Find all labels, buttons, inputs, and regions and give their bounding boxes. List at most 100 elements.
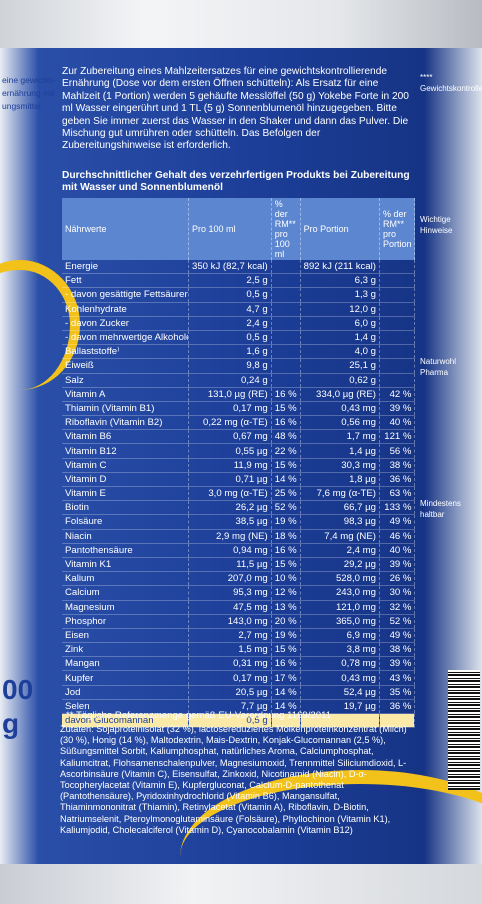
cell-value: 0,17 mg (188, 670, 272, 686)
cell-value: 48 % (271, 429, 301, 445)
cell-value: 63 % (379, 486, 416, 502)
cell-value: 0,5 g (188, 287, 272, 303)
table-row: Calcium 95,3 mg 12 % 243,0 mg 30 % (62, 585, 416, 601)
cell-value: 26,2 µg (188, 500, 272, 516)
table-row: Energie 350 kJ (82,7 kcal) 892 kJ (211 kca… (62, 260, 416, 275)
cell-value: 49 % (379, 514, 416, 530)
cell-name: Eisen (62, 628, 189, 644)
cell-value (379, 287, 416, 303)
cell-value: 15 % (271, 458, 301, 473)
cell-value: 20 % (271, 614, 301, 629)
cell-value: 38,5 µg (188, 514, 272, 530)
cell-value: 15 % (271, 401, 301, 417)
table-row: Salz 0,24 g 0,62 g (62, 373, 416, 388)
cell-value: 2,5 g (188, 273, 272, 289)
cell-value: 4,7 g (188, 302, 272, 317)
cell-value: 16 % (271, 415, 301, 431)
cell-value: 3,8 mg (300, 642, 380, 658)
cell-name: Kupfer (62, 670, 189, 686)
cell-name: Zink (62, 642, 189, 658)
cell-value: 1,4 µg (300, 443, 380, 459)
cell-value: 98,3 µg (300, 514, 380, 530)
cell-value: 0,62 g (300, 373, 380, 388)
cell-value: 38 % (379, 458, 416, 473)
table-row: Ballaststoffe⁾ 1,6 g 4,0 g (62, 344, 416, 360)
cell-value: 42 % (379, 387, 416, 402)
preparation-text: Zur Zubereitung eines Mahlzeitersatzes f… (62, 66, 409, 152)
cell-value: 0,43 mg (300, 401, 380, 417)
cell-value (271, 330, 301, 346)
cell-value: 4,0 g (300, 344, 380, 360)
cell-name: Fett (62, 273, 189, 289)
cell-value: 15 % (271, 642, 301, 658)
cell-value (379, 273, 416, 289)
cell-value: 19 % (271, 628, 301, 644)
cell-name: Riboflavin (Vitamin B2) (62, 415, 189, 431)
cell-value: 121 % (379, 429, 416, 445)
cell-name: Vitamin B12 (62, 443, 189, 459)
cell-name: Ballaststoffe⁾ (62, 344, 189, 360)
cell-value: 350 kJ (82,7 kcal) (188, 260, 272, 275)
cell-name: Biotin (62, 500, 189, 516)
cell-value: 2,7 mg (188, 628, 272, 644)
cell-value: 528,0 mg (300, 571, 380, 587)
cell-name: Salz (62, 373, 189, 388)
cell-value: 6,0 g (300, 316, 380, 331)
cell-value: 12 % (271, 585, 301, 601)
cell-value: 47,5 mg (188, 600, 272, 615)
cell-value: 16 % (271, 387, 301, 402)
cell-value: 16 % (271, 656, 301, 672)
nutrition-table: Nährwerte Pro 100 ml% der RM** pro 100 ml… (62, 198, 416, 729)
cell-value: 892 kJ (211 kcal) (300, 260, 380, 275)
cell-value: 14 % (271, 699, 301, 715)
side-text-right: **** Gewichtskontrolle Wichtige Hinweise N… (420, 72, 482, 640)
cell-value: 1,6 g (188, 344, 272, 360)
cell-value: 13 % (271, 600, 301, 615)
table-row: Mangan 0,31 mg 16 % 0,78 mg 39 % (62, 656, 416, 672)
cell-value: 2,4 mg (300, 543, 380, 558)
cell-value (271, 713, 301, 729)
table-title: Durchschnittlicher Gehalt des verzehrfer… (62, 170, 410, 194)
cell-name: Kohlenhydrate (62, 302, 189, 317)
cell-value (379, 316, 416, 331)
cell-value: 0,55 µg (188, 443, 272, 459)
table-row: Vitamin E 3,0 mg (α-TE) 25 % 7,6 mg (α-TE) 6… (62, 486, 416, 502)
table-row: Vitamin B6 0,67 mg 48 % 1,7 mg 121 % (62, 429, 416, 445)
column-header: Pro Portion (300, 198, 380, 260)
cell-value: 0,5 g (188, 713, 272, 729)
cell-value: 12,0 g (300, 302, 380, 317)
column-header: % der RM** pro Portion (379, 198, 416, 260)
cell-name: Pantothensäure (62, 543, 189, 558)
table-row: Kupfer 0,17 mg 17 % 0,43 mg 43 % (62, 670, 416, 686)
cell-value: 0,94 mg (188, 543, 272, 558)
table-row: Pantothensäure 0,94 mg 16 % 2,4 mg 40 % (62, 543, 416, 558)
cell-value: 36 % (379, 699, 416, 715)
table-row: - davon Zucker 2,4 g 6,0 g (62, 316, 416, 331)
cell-value: 30,3 mg (300, 458, 380, 473)
cell-value: 25,1 g (300, 358, 380, 374)
table-row: Magnesium 47,5 mg 13 % 121,0 mg 32 % (62, 600, 416, 615)
cell-name: - davon Zucker (62, 316, 189, 331)
table-row: Kohlenhydrate 4,7 g 12,0 g (62, 302, 416, 317)
table-row: Jod 20,5 µg 14 % 52,4 µg 35 % (62, 685, 416, 700)
cell-name: Niacin (62, 529, 189, 544)
cell-value: 66,7 µg (300, 500, 380, 516)
cell-value: 40 % (379, 543, 416, 558)
table-row: Vitamin K1 11,5 µg 15 % 29,2 µg 39 % (62, 557, 416, 573)
column-header: Pro 100 ml (188, 198, 272, 260)
cell-value (379, 260, 416, 275)
cell-value: 10 % (271, 571, 301, 587)
cell-value: 6,3 g (300, 273, 380, 289)
cell-value: 18 % (271, 529, 301, 544)
table-row: - davon gesättigte Fettsäuren 0,5 g 1,3 g (62, 287, 416, 303)
column-header: % der RM** pro 100 ml (271, 198, 301, 260)
cell-name: Vitamin D (62, 472, 189, 488)
table-row: - davon mehrwertige Alkohole 0,5 g 1,4 g (62, 330, 416, 346)
barcode (448, 670, 480, 790)
cell-value: 25 % (271, 486, 301, 502)
cell-name: davon Glucomannan (62, 713, 189, 729)
cell-value: 131,0 µg (RE) (188, 387, 272, 402)
cell-value: 0,71 µg (188, 472, 272, 488)
cell-value: 0,5 g (188, 330, 272, 346)
